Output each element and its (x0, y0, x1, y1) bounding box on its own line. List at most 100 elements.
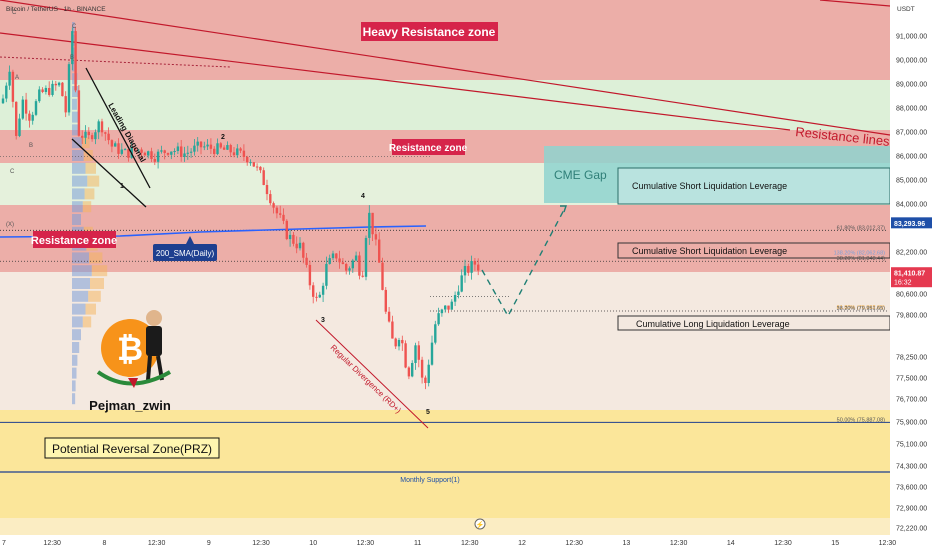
volume-bar (72, 393, 76, 405)
candle-body (387, 311, 391, 322)
resistance-line-1[interactable] (0, 32, 791, 131)
candle-body (203, 146, 206, 148)
mark-a-label: A (15, 75, 19, 81)
candle-body (321, 285, 325, 295)
candle-body (150, 151, 153, 160)
candle-body (315, 296, 318, 298)
candle-body (74, 31, 77, 91)
price-badge-sub: 16:32 (894, 280, 912, 287)
volume-bar (72, 86, 79, 97)
x-tick-label: 8 (102, 540, 106, 547)
leading-diagonal-upper[interactable] (85, 67, 151, 189)
candles (1, 27, 480, 390)
candle-body (143, 152, 147, 156)
fib-label: 61.80% (83,012.37) (837, 225, 885, 231)
candle-body (15, 101, 18, 136)
x-tick-label: 12 (518, 540, 526, 547)
candle-body (411, 362, 414, 377)
candle-body (64, 96, 67, 113)
candle-body (447, 305, 450, 310)
mark-c1-label: C (10, 169, 15, 175)
volume-bar (72, 329, 81, 341)
y-tick-label: 89,000.00 (896, 82, 927, 89)
volume-bar (72, 22, 75, 33)
volume-bar (72, 354, 78, 366)
candle-body (189, 151, 193, 153)
candle-body (371, 212, 374, 235)
candle-body (404, 343, 407, 368)
candle-body (397, 339, 401, 347)
candle-body (183, 153, 186, 157)
price-badge (891, 267, 932, 288)
candle-body (384, 289, 387, 312)
wave-1-label: 1 (120, 183, 124, 190)
y-tick-label: 72,900.00 (896, 506, 927, 513)
leading-diagonal-lower[interactable] (71, 138, 147, 208)
candle-body (335, 253, 338, 259)
candle-body (424, 377, 427, 384)
volume-bar (72, 111, 80, 123)
fib-label: 61.80% (79,992.65) (837, 305, 885, 311)
y-tick-label: 87,000.00 (896, 130, 927, 137)
resistance-line-2[interactable] (0, 0, 891, 136)
fib-label: 50.00% (75,887.08) (837, 417, 885, 423)
y-tick-label: 73,600.00 (896, 485, 927, 492)
x-tick-label: 9 (207, 540, 211, 547)
resistance-zone-upper-text: Resistance zone (389, 143, 468, 154)
price-badge-label: 83,293.96 (894, 221, 925, 228)
candle-body (213, 148, 216, 155)
candle-body (90, 135, 94, 140)
bitcoin-coin-icon (101, 319, 159, 377)
y-tick-label: 75,100.00 (896, 442, 927, 449)
volume-bar-alt (87, 175, 100, 187)
candle-body (272, 203, 275, 208)
candle-body (417, 345, 420, 360)
cme-gap-text: CME Gap (554, 168, 607, 182)
candle-body (239, 148, 242, 151)
resistance-line-3[interactable] (819, 0, 891, 7)
candle-body (308, 264, 312, 286)
volume-bar (72, 278, 90, 289)
volume-bar (72, 124, 81, 136)
x-tick-label: 12:30 (774, 540, 792, 547)
x-tick-label: 15 (831, 540, 839, 547)
candle-body (61, 82, 64, 97)
price-badge-label: 81,410.87 (894, 271, 925, 278)
candle-body (381, 262, 384, 290)
mark-b-label: B (29, 143, 33, 149)
candle-body (292, 234, 295, 244)
liq-short-2-text: Cumulative Short Liquidation Leverage (632, 246, 787, 256)
candle-body (437, 313, 440, 325)
wave-3-label: 3 (321, 317, 325, 324)
candle-body (94, 132, 97, 140)
candle-body (8, 71, 11, 86)
time-axis[interactable] (0, 535, 932, 550)
forecast-arrow-icon (560, 205, 567, 213)
candle-body (427, 364, 430, 384)
volume-bar (72, 290, 89, 302)
sma-text: 200_SMA(Daily) (156, 249, 215, 258)
candle-body (269, 194, 272, 204)
candle-body (170, 151, 173, 155)
forecast-path[interactable] (481, 205, 567, 318)
candle-body (229, 145, 232, 153)
candle-body (5, 85, 8, 99)
horizontal-lines (0, 156, 890, 473)
candle-body (156, 151, 160, 162)
candle-body (407, 367, 411, 377)
y-tick-label: 79,800.00 (896, 313, 927, 320)
candle-body (77, 90, 81, 136)
candle-body (298, 242, 302, 249)
y-tick-label: 84,000.00 (896, 202, 927, 209)
candle-body (84, 131, 87, 138)
candle-body (279, 213, 282, 215)
divergence-line[interactable] (315, 319, 429, 429)
replay-icon[interactable] (474, 518, 486, 530)
candle-body (28, 113, 31, 121)
fib-label: 38.20% (81,848.44) (837, 256, 885, 262)
candle-body (463, 266, 467, 276)
x-tick-label: 14 (727, 540, 735, 547)
volume-bar (72, 316, 83, 328)
x-tick-label: 11 (414, 540, 421, 547)
